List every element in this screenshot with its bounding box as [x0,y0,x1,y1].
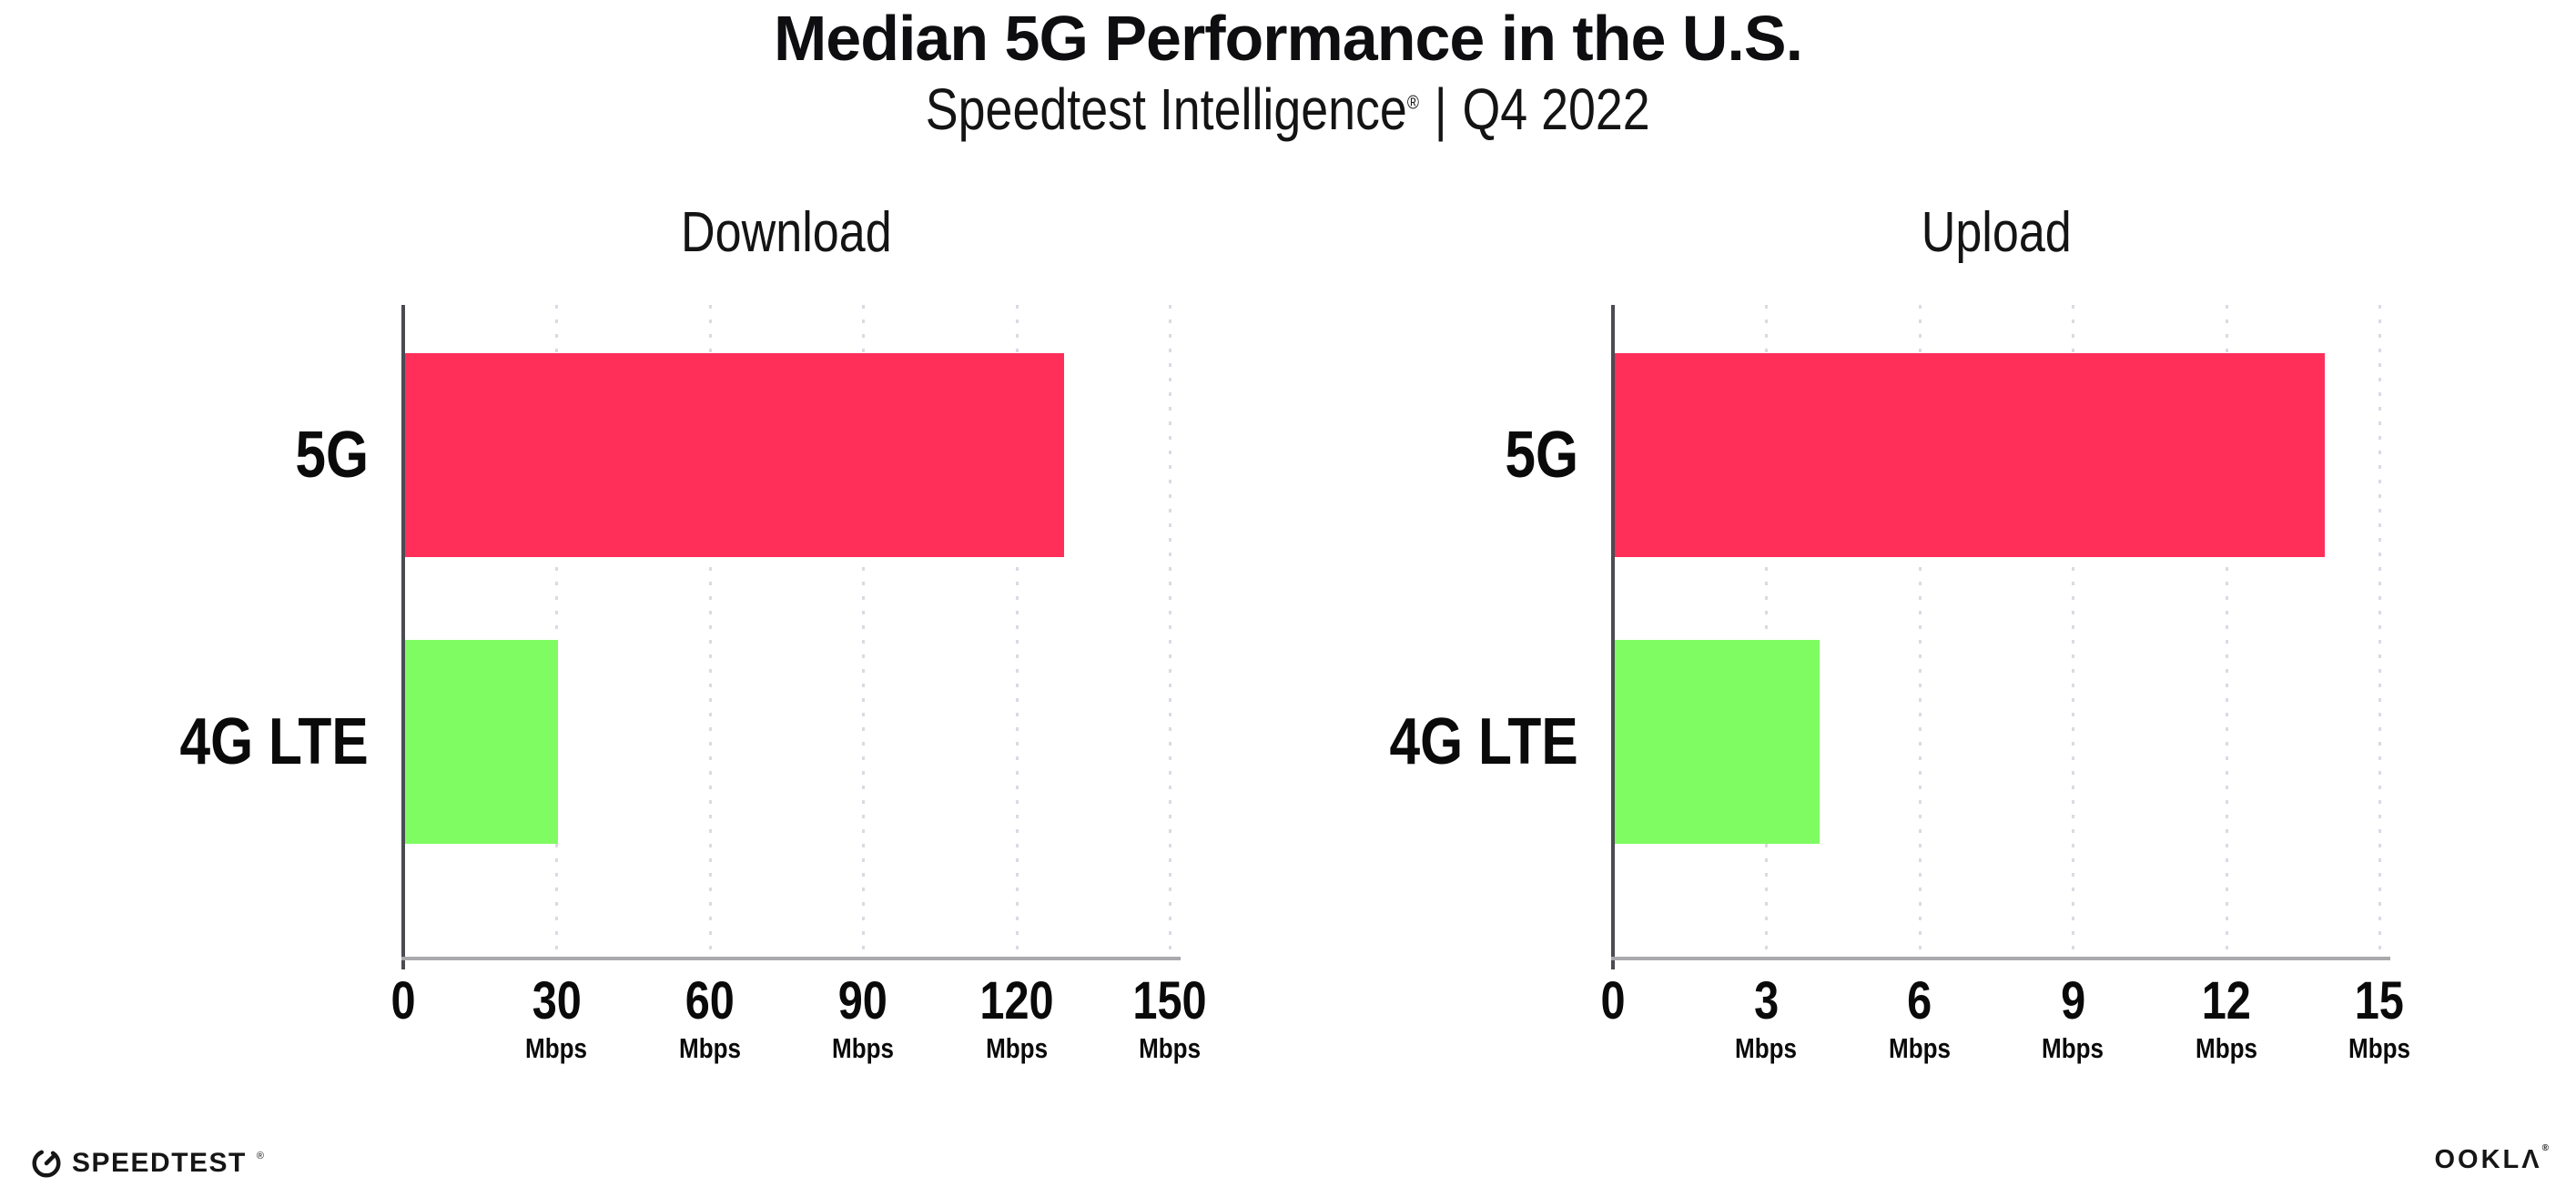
x-axis-line [1611,957,2390,960]
plot-area: 5G 4G LTE [180,305,1181,969]
x-axis-line [401,957,1181,960]
gridline-3 [1765,305,1769,959]
x-tick-value: 30 [532,971,582,1030]
chart-title: Download [681,201,892,264]
subtitle-separator: | [1434,76,1447,142]
chart-title: Upload [1921,201,2072,264]
x-tick-15: 15 Mbps [2343,975,2417,1064]
x-tick-unit: Mbps [1888,1032,1951,1064]
x-tick-value: 90 [838,971,888,1030]
bar-4g-lte [405,640,559,844]
chart-download: Download 5G 4G LTE 0 30 Mbps 60 Mbps 90 Mbps 120… [137,155,1207,1102]
gridline-60 [708,305,712,959]
x-tick-unit: Mbps [2195,1032,2257,1064]
x-tick-0: 0 [1598,975,1628,1028]
bar-5g [1615,353,2326,557]
category-label-4g-lte: 4G LTE [179,705,369,778]
x-tick-30: 30 Mbps [520,975,593,1064]
bar-4g-lte [1615,640,1820,844]
gridline-120 [1015,305,1019,959]
x-axis-ticks: 0 30 Mbps 60 Mbps 90 Mbps 120 Mbps 150 Mbps [390,975,1206,1102]
x-tick-value: 6 [1907,971,1932,1030]
x-tick-unit: Mbps [2042,1032,2104,1064]
ookla-wordmark: OOKLΛ [2434,1145,2542,1174]
gridline-30 [555,305,559,959]
x-tick-unit: Mbps [678,1032,741,1064]
x-tick-unit: Mbps [1735,1032,1798,1064]
bar-5g [405,353,1065,557]
category-label-5g: 5G [295,419,369,492]
x-tick-6: 6 Mbps [1882,975,1956,1064]
ookla-logo: OOKLΛ® [2434,1143,2550,1175]
x-tick-unit: Mbps [832,1032,895,1064]
header: Median 5G Performance in the U.S. Speedt… [0,5,2576,143]
x-axis-ticks: 0 3 Mbps 6 Mbps 9 Mbps 12 Mbps 15 Mbps [1600,975,2410,1102]
y-axis-line [1611,305,1615,969]
category-label-5g: 5G [1505,419,1578,492]
gridline-90 [862,305,866,959]
ookla-registered-icon: ® [2541,1143,2549,1154]
x-tick-value: 3 [1753,971,1779,1030]
gridline-15 [2378,305,2381,959]
gridline-12 [2225,305,2228,959]
x-tick-120: 120 Mbps [972,975,1060,1064]
registered-trademark-icon: ® [1407,92,1420,114]
x-tick-value: 0 [1600,971,1626,1030]
speedtest-wordmark: SPEEDTEST [72,1148,247,1178]
x-tick-value: 9 [2060,971,2085,1030]
x-tick-value: 150 [1132,971,1207,1030]
x-tick-150: 150 Mbps [1126,975,1214,1064]
x-tick-unit: Mbps [985,1032,1048,1064]
gridline-9 [2072,305,2075,959]
y-axis-line [401,305,405,969]
x-tick-60: 60 Mbps [673,975,746,1064]
x-tick-unit: Mbps [525,1032,588,1064]
gridline-150 [1169,305,1171,959]
speedtest-logo: SPEEDTEST ® [31,1148,264,1179]
gridline-6 [1918,305,1922,959]
x-tick-value: 12 [2201,971,2251,1030]
x-tick-12: 12 Mbps [2189,975,2263,1064]
x-tick-value: 0 [390,971,416,1030]
category-label-4g-lte: 4G LTE [1389,705,1578,778]
x-tick-value: 60 [685,971,735,1030]
subtitle-period: Q4 2022 [1462,76,1650,142]
x-tick-unit: Mbps [1139,1032,1201,1064]
x-tick-90: 90 Mbps [827,975,900,1064]
chart-upload: Upload 5G 4G LTE 0 3 Mbps 6 Mbps 9 Mbps 12 Mbps 15… [1346,155,2410,1102]
page-title: Median 5G Performance in the U.S. [773,3,1803,74]
speedtest-gauge-icon [32,1149,61,1178]
x-tick-unit: Mbps [2348,1032,2410,1064]
plot-area: 5G 4G LTE [1390,305,2390,969]
x-tick-0: 0 [389,975,418,1028]
speedtest-registered-icon: ® [256,1151,264,1161]
x-tick-3: 3 Mbps [1729,975,1803,1064]
subtitle-brand: Speedtest Intelligence [926,76,1408,142]
page-subtitle: Speedtest Intelligence® | Q4 2022 [0,76,2576,144]
x-tick-9: 9 Mbps [2036,975,2110,1064]
x-tick-value: 15 [2354,971,2405,1030]
x-tick-value: 120 [979,971,1054,1030]
